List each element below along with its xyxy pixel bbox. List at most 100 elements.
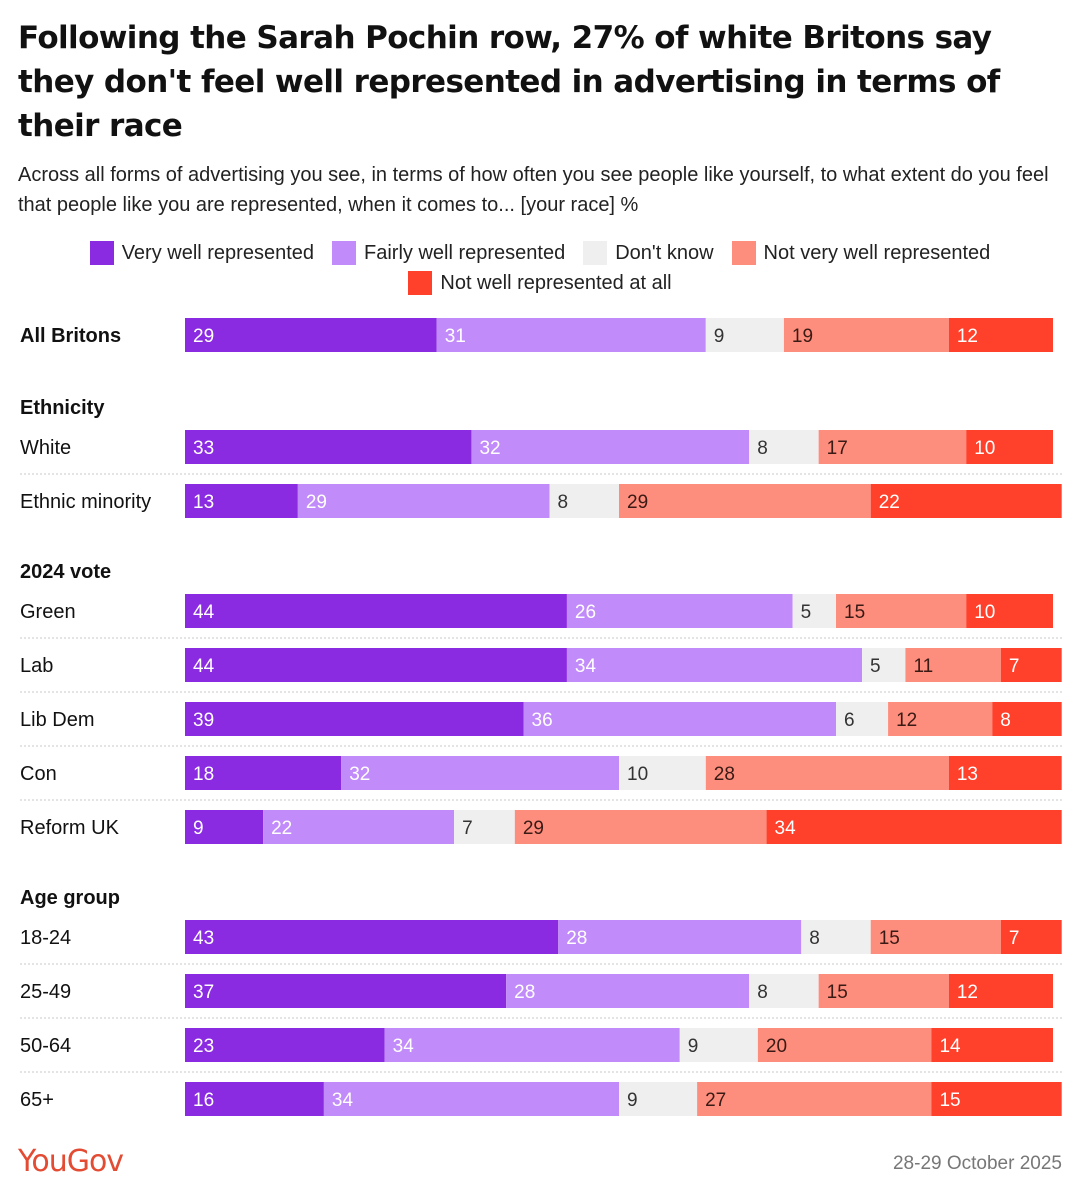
data-label: 28 [714,764,735,785]
yougov-logo: YouGov [18,1144,124,1179]
bar-segment [523,702,836,736]
legend-row-2: Not well represented at all [18,268,1062,298]
data-label: 10 [974,438,995,459]
data-label: 22 [879,492,900,513]
bar-segment [514,810,767,844]
data-label: 7 [1009,656,1020,677]
bar-segment [931,1028,1053,1062]
data-label: 8 [1000,710,1011,731]
data-label: 31 [445,326,466,347]
row-label: Reform UK [20,817,120,839]
bar-segment [185,702,524,736]
data-label: 5 [870,656,881,677]
legend-swatch [332,241,357,265]
data-label: 8 [757,982,768,1003]
data-label: 32 [479,438,500,459]
bar-segment [185,920,559,954]
bar-segment [384,1028,680,1062]
data-label: 28 [514,982,535,1003]
bar-segment [619,756,706,790]
data-label: 29 [523,818,544,839]
data-label: 18 [193,764,214,785]
legend-item-fairly-well: Fairly well represented [332,241,565,265]
bar-segment [749,430,819,464]
legend-row-1: Very well represented Fairly well repres… [18,238,1062,268]
legend-label: Don't know [615,241,714,264]
bar-segment [783,318,949,352]
row-label: 25-49 [20,981,71,1003]
row-label: 65+ [20,1089,54,1111]
bar-segment [679,1028,758,1062]
data-label: 29 [193,326,214,347]
legend-swatch [408,271,433,295]
data-label: 12 [957,326,978,347]
data-label: 15 [844,602,865,623]
legend-swatch [583,241,608,265]
bar-segment [697,1082,932,1116]
data-label: 44 [193,602,215,623]
bar-segment [792,594,836,628]
bar-segment [888,702,993,736]
data-label: 13 [193,492,214,513]
bar-segment [549,484,619,518]
data-label: 19 [792,326,813,347]
bar-segment [836,702,889,736]
row-label: Lab [20,655,53,677]
data-label: 33 [193,438,214,459]
legend-label: Fairly well represented [364,241,566,264]
data-label: 14 [939,1036,961,1057]
data-label: 34 [775,818,797,839]
bar-segment [619,1082,698,1116]
bar-segment [1000,920,1062,954]
bar-segment [566,648,863,682]
legend-item-dont-know: Don't know [583,241,714,265]
data-label: 34 [575,656,597,677]
data-label: 26 [575,602,596,623]
data-label: 34 [332,1090,354,1111]
bar-segment [566,594,793,628]
data-label: 15 [939,1090,960,1111]
bar-segment [966,594,1053,628]
data-label: 9 [193,818,204,839]
legend-swatch [731,241,756,265]
legend-label: Very well represented [121,241,315,264]
row-label: 50-64 [20,1035,71,1057]
data-label: 9 [714,326,725,347]
chart-title: Following the Sarah Pochin row, 27% of w… [18,20,1000,144]
legend-item-not-very-well: Not very well represented [731,241,990,265]
bar-segment [185,594,567,628]
data-label: 44 [193,656,215,677]
bar-segment [185,1082,324,1116]
stacked-bar-chart: All Britons 29 31 9 19 12 Ethnicity White 33 32 8 1… [20,318,1062,1116]
data-label: 15 [827,982,848,1003]
data-label: 39 [193,710,214,731]
data-label: 15 [879,928,900,949]
bar-segment [862,648,906,682]
bar-segment [185,430,472,464]
bar-segment [870,920,1001,954]
data-label: 11 [913,656,933,677]
data-label: 8 [757,438,768,459]
bar-segment [749,974,819,1008]
bar-segment [185,484,298,518]
row-label: Green [20,601,76,623]
data-label: 10 [974,602,995,623]
data-label: 5 [801,602,812,623]
data-label: 16 [193,1090,214,1111]
bar-segment [705,318,784,352]
data-label: 29 [627,492,648,513]
bar-segment [558,920,802,954]
data-label: 12 [957,982,978,1003]
bar-segment [905,648,1001,682]
bar-segment [341,756,619,790]
data-label: 7 [1009,928,1020,949]
bar-segment [506,974,750,1008]
bar-segment [185,810,264,844]
bar-segment [992,702,1062,736]
group-heading: 2024 vote [20,561,111,583]
bar-segment [705,756,949,790]
legend-item-not-at-all: Not well represented at all [408,271,672,295]
bar-segment [948,318,1053,352]
data-label: 22 [271,818,292,839]
bar-segment [185,974,507,1008]
